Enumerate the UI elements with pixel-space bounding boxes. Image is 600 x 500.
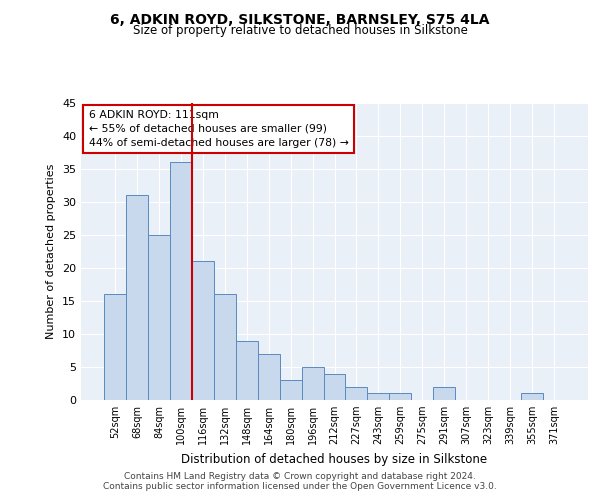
Bar	[126, 195, 148, 400]
Bar	[104, 294, 126, 400]
Text: 6 ADKIN ROYD: 111sqm
← 55% of detached houses are smaller (99)
44% of semi-detac: 6 ADKIN ROYD: 111sqm ← 55% of detached h…	[89, 110, 349, 148]
Text: 6, ADKIN ROYD, SILKSTONE, BARNSLEY, S75 4LA: 6, ADKIN ROYD, SILKSTONE, BARNSLEY, S75 …	[110, 12, 490, 26]
Bar	[148, 234, 170, 400]
Bar	[389, 394, 412, 400]
Bar	[433, 387, 455, 400]
X-axis label: Distribution of detached houses by size in Silkstone: Distribution of detached houses by size …	[181, 452, 488, 466]
Text: Contains HM Land Registry data © Crown copyright and database right 2024.: Contains HM Land Registry data © Crown c…	[124, 472, 476, 481]
Bar	[192, 261, 214, 400]
Bar	[236, 340, 257, 400]
Y-axis label: Number of detached properties: Number of detached properties	[46, 164, 56, 339]
Bar	[302, 367, 323, 400]
Text: Size of property relative to detached houses in Silkstone: Size of property relative to detached ho…	[133, 24, 467, 37]
Bar	[214, 294, 236, 400]
Text: Contains public sector information licensed under the Open Government Licence v3: Contains public sector information licen…	[103, 482, 497, 491]
Bar	[257, 354, 280, 400]
Bar	[323, 374, 346, 400]
Bar	[346, 387, 367, 400]
Bar	[521, 394, 543, 400]
Bar	[280, 380, 302, 400]
Bar	[170, 162, 192, 400]
Bar	[367, 394, 389, 400]
